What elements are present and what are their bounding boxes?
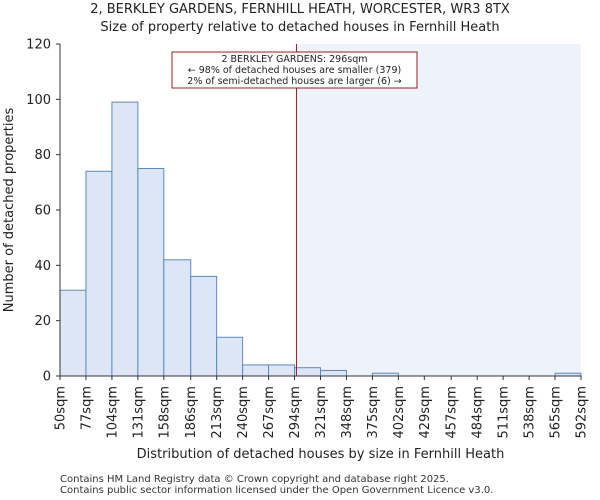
histogram-bar: [294, 367, 321, 377]
x-tick-label: 294sqm: [288, 386, 303, 439]
x-tick-label: 240sqm: [236, 386, 251, 439]
x-tick-label: 429sqm: [418, 386, 433, 439]
histogram-bar: [190, 275, 218, 377]
histogram-bar: [85, 170, 113, 377]
histogram-bar: [111, 101, 139, 377]
annotation-text-line: ← 98% of detached houses are smaller (37…: [188, 65, 401, 76]
annotation-text-line: 2 BERKLEY GARDENS: 296sqm: [221, 54, 367, 65]
chart-title: 2, BERKLEY GARDENS, FERNHILL HEATH, WORC…: [90, 2, 510, 17]
x-tick-label: 104sqm: [105, 386, 120, 439]
x-tick-label: 50sqm: [54, 386, 69, 430]
annotation-text-line: 2% of semi-detached houses are larger (6…: [187, 76, 401, 87]
x-tick-label: 484sqm: [471, 386, 486, 439]
histogram-bar: [59, 289, 87, 377]
x-tick-label: 511sqm: [497, 386, 512, 439]
histogram-bar: [242, 364, 270, 377]
y-tick-label: 20: [34, 314, 51, 329]
y-tick-label: 0: [43, 370, 51, 385]
histogram-bar: [163, 259, 192, 377]
footer-licence: Contains public sector information licen…: [60, 485, 494, 496]
larger-region-highlight: [296, 44, 581, 376]
x-tick-label: 402sqm: [392, 386, 407, 439]
x-tick-label: 375sqm: [366, 386, 381, 439]
x-tick-label: 592sqm: [575, 386, 590, 439]
x-axis-title: Distribution of detached houses by size …: [137, 447, 505, 462]
x-tick-label: 77sqm: [79, 386, 94, 430]
x-tick-label: 267sqm: [262, 386, 277, 439]
histogram-bar: [268, 364, 296, 377]
x-tick-label: 457sqm: [445, 386, 460, 439]
x-tick-label: 565sqm: [549, 386, 564, 439]
x-tick-label: 186sqm: [184, 386, 199, 439]
histogram-bar: [320, 369, 347, 377]
x-tick-label: 131sqm: [131, 386, 146, 439]
footer-copyright: Contains HM Land Registry data © Crown c…: [60, 474, 449, 485]
annotation-box: [171, 51, 418, 89]
x-tick-label: 213sqm: [210, 386, 225, 439]
y-tick-label: 60: [34, 204, 51, 219]
x-tick-label: 348sqm: [340, 386, 355, 439]
x-tick-label: 158sqm: [157, 386, 172, 439]
y-tick-label: 100: [26, 93, 51, 108]
y-axis-title: Number of detached properties: [2, 108, 17, 313]
x-tick-label: 321sqm: [314, 386, 329, 439]
histogram-bar: [216, 336, 244, 377]
chart-subtitle: Size of property relative to detached ho…: [100, 20, 500, 35]
y-tick-label: 120: [26, 38, 51, 53]
histogram-bar: [137, 168, 165, 377]
y-tick-label: 80: [34, 148, 51, 163]
x-tick-label: 538sqm: [523, 386, 538, 439]
y-tick-label: 40: [34, 259, 51, 274]
